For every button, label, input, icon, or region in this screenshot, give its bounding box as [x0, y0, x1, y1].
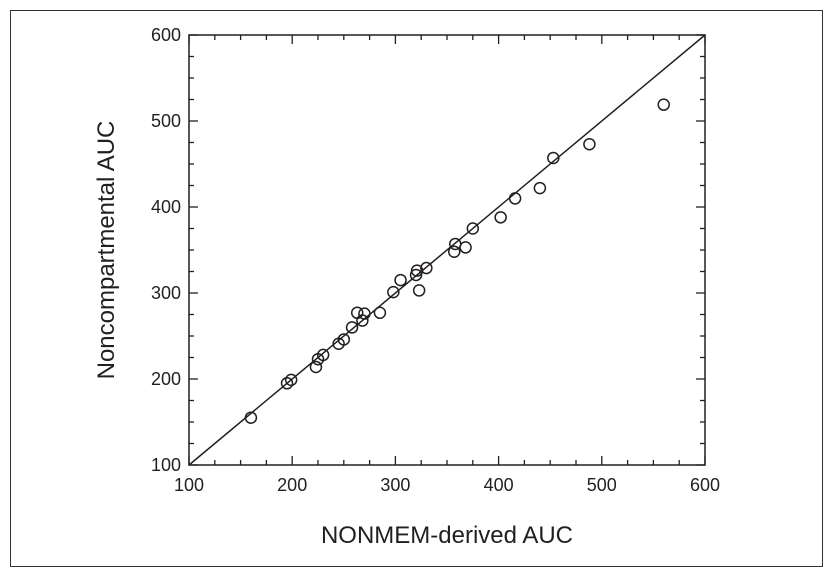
y-tick-label: 400 — [151, 197, 181, 217]
x-tick-label: 300 — [380, 475, 410, 495]
x-tick-label: 200 — [277, 475, 307, 495]
x-tick-label: 100 — [174, 475, 204, 495]
x-tick-label: 500 — [587, 475, 617, 495]
x-tick-label: 600 — [690, 475, 720, 495]
y-tick-label: 100 — [151, 455, 181, 475]
data-point — [309, 360, 323, 374]
data-point — [494, 211, 507, 224]
data-point — [244, 411, 258, 424]
data-point — [337, 333, 351, 346]
data-point — [280, 377, 294, 390]
y-tick-label: 300 — [151, 283, 181, 303]
data-point — [508, 192, 522, 205]
data-point — [547, 151, 560, 165]
y-axis-title: Noncompartmental AUC — [93, 121, 120, 380]
data-point — [394, 273, 407, 287]
data-point — [657, 98, 670, 111]
data-point — [356, 314, 369, 327]
data-point — [583, 137, 596, 151]
data-point — [412, 284, 426, 297]
data-point — [358, 307, 371, 320]
data-point — [345, 321, 359, 334]
data-point — [284, 373, 298, 387]
data-point — [316, 348, 330, 362]
identity-line — [188, 34, 706, 466]
y-tick-label: 600 — [151, 25, 181, 45]
y-tick-label: 200 — [151, 369, 181, 389]
data-point — [373, 306, 387, 320]
data-point — [410, 264, 424, 277]
data-point — [533, 181, 547, 195]
data-point — [447, 245, 461, 258]
data-point — [466, 222, 480, 235]
data-point — [387, 285, 400, 299]
plot-area — [188, 34, 706, 466]
x-axis-title: NONMEM-derived AUC — [321, 522, 573, 549]
y-tick-label: 500 — [151, 111, 181, 131]
x-tick-label: 400 — [484, 475, 514, 495]
data-point — [420, 261, 433, 275]
data-point — [459, 241, 472, 254]
